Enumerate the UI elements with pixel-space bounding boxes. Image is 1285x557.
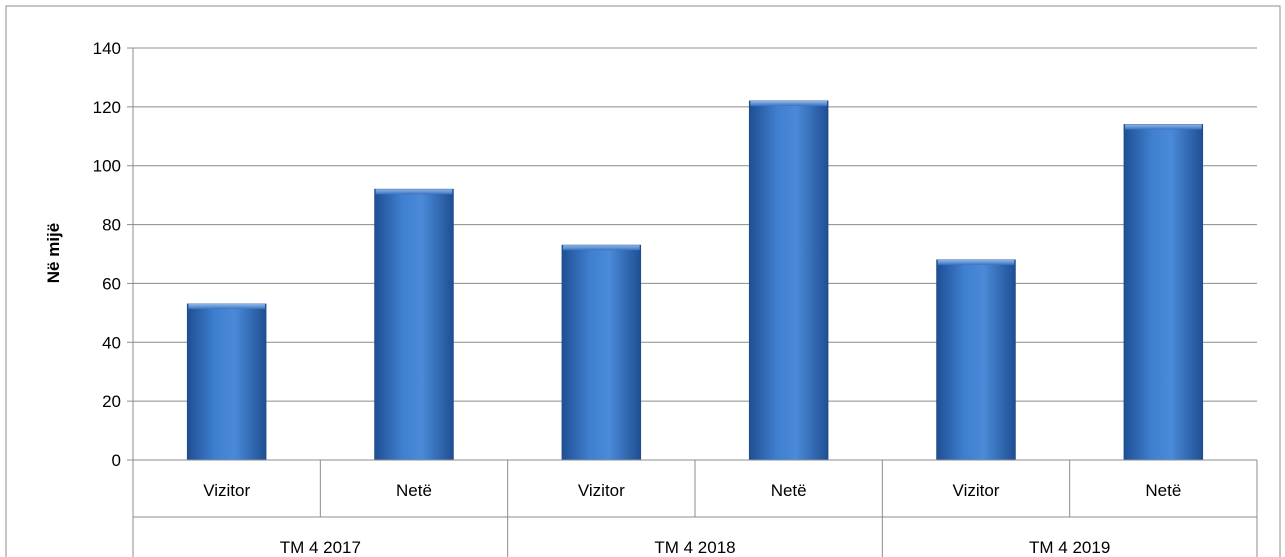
bar-cap bbox=[375, 189, 453, 195]
category-label: Vizitor bbox=[953, 481, 1000, 500]
y-tick-label: 120 bbox=[93, 98, 121, 117]
chart-frame bbox=[5, 5, 1281, 557]
bar-body bbox=[1123, 124, 1204, 461]
bar-cap bbox=[562, 245, 640, 251]
bar-cap bbox=[188, 304, 266, 310]
group-label: TM 4 2018 bbox=[654, 538, 735, 557]
y-tick-label: 40 bbox=[102, 333, 121, 352]
group-label: TM 4 2019 bbox=[1029, 538, 1110, 557]
y-axis-title: Në mijë bbox=[44, 223, 63, 283]
gridlines bbox=[133, 47, 1257, 402]
category-label: Vizitor bbox=[203, 481, 250, 500]
bar-body bbox=[186, 303, 267, 461]
bar-cap bbox=[937, 259, 1015, 265]
axes bbox=[127, 47, 1258, 557]
category-label: Netë bbox=[1145, 481, 1181, 500]
category-label: Netë bbox=[396, 481, 432, 500]
y-tick-label: 0 bbox=[112, 451, 121, 470]
bar-cap bbox=[750, 100, 828, 106]
bar-body bbox=[561, 244, 642, 461]
bar-2-2 bbox=[748, 100, 829, 461]
category-label: Vizitor bbox=[578, 481, 625, 500]
y-tick-label: 140 bbox=[93, 39, 121, 58]
category-label: Netë bbox=[771, 481, 807, 500]
group-label: TM 4 2017 bbox=[280, 538, 361, 557]
y-tick-label: 80 bbox=[102, 216, 121, 235]
bar-1-2 bbox=[374, 188, 454, 461]
bar-body bbox=[748, 100, 829, 461]
bar-1-1 bbox=[186, 303, 267, 461]
bar-body bbox=[374, 188, 454, 461]
labels: 0 20 40 60 80 100 120 140 Vizitor Netë TM 4 2017 Vi… bbox=[93, 39, 1182, 557]
bar-3-1 bbox=[936, 259, 1016, 461]
bar-2-1 bbox=[561, 244, 642, 461]
bar-body bbox=[936, 259, 1016, 461]
y-tick-label: 60 bbox=[102, 274, 121, 293]
bar-3-2 bbox=[1123, 124, 1204, 461]
bars bbox=[186, 100, 1204, 461]
y-tick-label: 20 bbox=[102, 392, 121, 411]
bar-cap bbox=[1124, 124, 1202, 130]
y-tick-label: 100 bbox=[93, 157, 121, 176]
